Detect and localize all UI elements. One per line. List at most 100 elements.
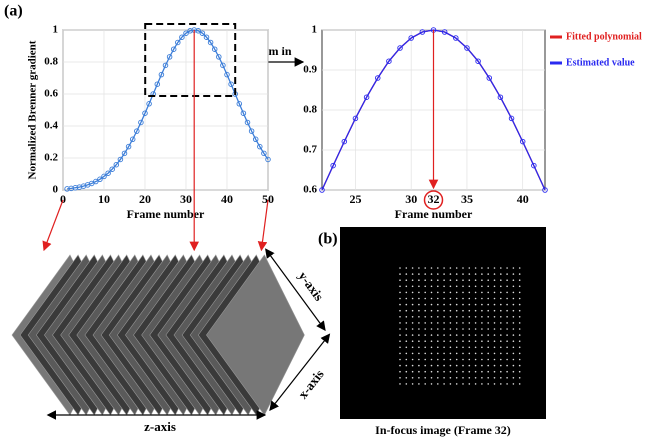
dot [506, 358, 508, 361]
dot [506, 322, 508, 324]
dot [449, 279, 452, 282]
dot [411, 364, 414, 367]
x-tick-label: 30 [405, 192, 417, 206]
point [117, 156, 124, 163]
dot [411, 309, 414, 312]
dot [405, 297, 408, 300]
point [386, 58, 392, 64]
dot [424, 352, 427, 355]
dot [518, 328, 521, 330]
dot [487, 303, 490, 306]
y-tick-label: 1 [312, 24, 318, 36]
dot [493, 291, 496, 294]
dot [518, 291, 521, 294]
dot [512, 297, 515, 300]
x-tick-label: 20 [139, 192, 151, 206]
dot [487, 297, 490, 300]
point [363, 94, 370, 100]
dot [468, 370, 471, 373]
dot [455, 328, 458, 330]
y-tick-label: 0.2 [44, 152, 58, 164]
plot-area [62, 29, 269, 191]
x-tick-label: 25 [349, 192, 361, 206]
dot [481, 267, 483, 269]
dot [487, 352, 490, 355]
dot [449, 352, 452, 355]
x-axis-label: Frame number [127, 207, 205, 221]
dot [468, 328, 471, 330]
dot [437, 316, 439, 318]
dot [418, 352, 420, 355]
dot [487, 316, 490, 318]
dot [405, 316, 408, 318]
dot [481, 383, 483, 385]
point [330, 162, 336, 169]
axis-name: y-axis [296, 269, 327, 304]
dot [405, 279, 408, 282]
dot [443, 364, 445, 367]
dot [455, 340, 458, 343]
dot [430, 383, 433, 385]
frame-arrow [257, 199, 269, 252]
point [158, 71, 165, 78]
dot [437, 285, 439, 288]
dot [399, 273, 401, 275]
point [248, 128, 255, 134]
dot [418, 267, 420, 269]
dot [443, 267, 445, 269]
point [195, 28, 202, 34]
dot [487, 358, 490, 361]
dot [399, 297, 401, 300]
dot [493, 364, 496, 367]
point [441, 29, 448, 35]
dot [500, 334, 502, 336]
x-tick-label: 0 [60, 192, 66, 206]
dot [462, 334, 464, 336]
dot [512, 340, 515, 343]
dot [500, 370, 502, 373]
dot [481, 285, 483, 288]
dot [500, 309, 502, 312]
point [453, 35, 459, 41]
dot [506, 377, 508, 379]
dot [481, 291, 483, 294]
dot [455, 316, 458, 318]
dot [474, 291, 477, 294]
x-tick-label: 32 [428, 192, 440, 206]
dot [430, 267, 433, 269]
dot [430, 377, 433, 379]
dot [468, 377, 471, 379]
dot [455, 297, 458, 300]
dot [411, 334, 414, 336]
x-tick-label: 10 [98, 192, 110, 206]
dot [405, 285, 408, 288]
dot [424, 370, 427, 373]
dot [468, 383, 471, 385]
dot [462, 309, 464, 312]
dot [518, 370, 521, 373]
y-arrow [265, 248, 326, 331]
dot [443, 285, 445, 288]
dot [443, 370, 445, 373]
dot [424, 383, 427, 385]
dot [506, 346, 508, 349]
point [207, 39, 214, 46]
dot [399, 322, 401, 324]
dot [424, 364, 427, 367]
dot [512, 377, 515, 379]
dot [418, 370, 420, 373]
y-tick-label: 1 [53, 24, 59, 36]
dot [455, 303, 458, 306]
dot [481, 279, 483, 282]
dot [405, 291, 408, 294]
dot [493, 267, 496, 269]
dot [518, 279, 521, 282]
x-tick-label: 35 [461, 192, 473, 206]
dot [512, 358, 515, 361]
point [134, 128, 140, 134]
dot [481, 358, 483, 361]
dot [518, 377, 521, 379]
point [419, 29, 426, 35]
dot [437, 364, 439, 367]
point [220, 62, 226, 69]
